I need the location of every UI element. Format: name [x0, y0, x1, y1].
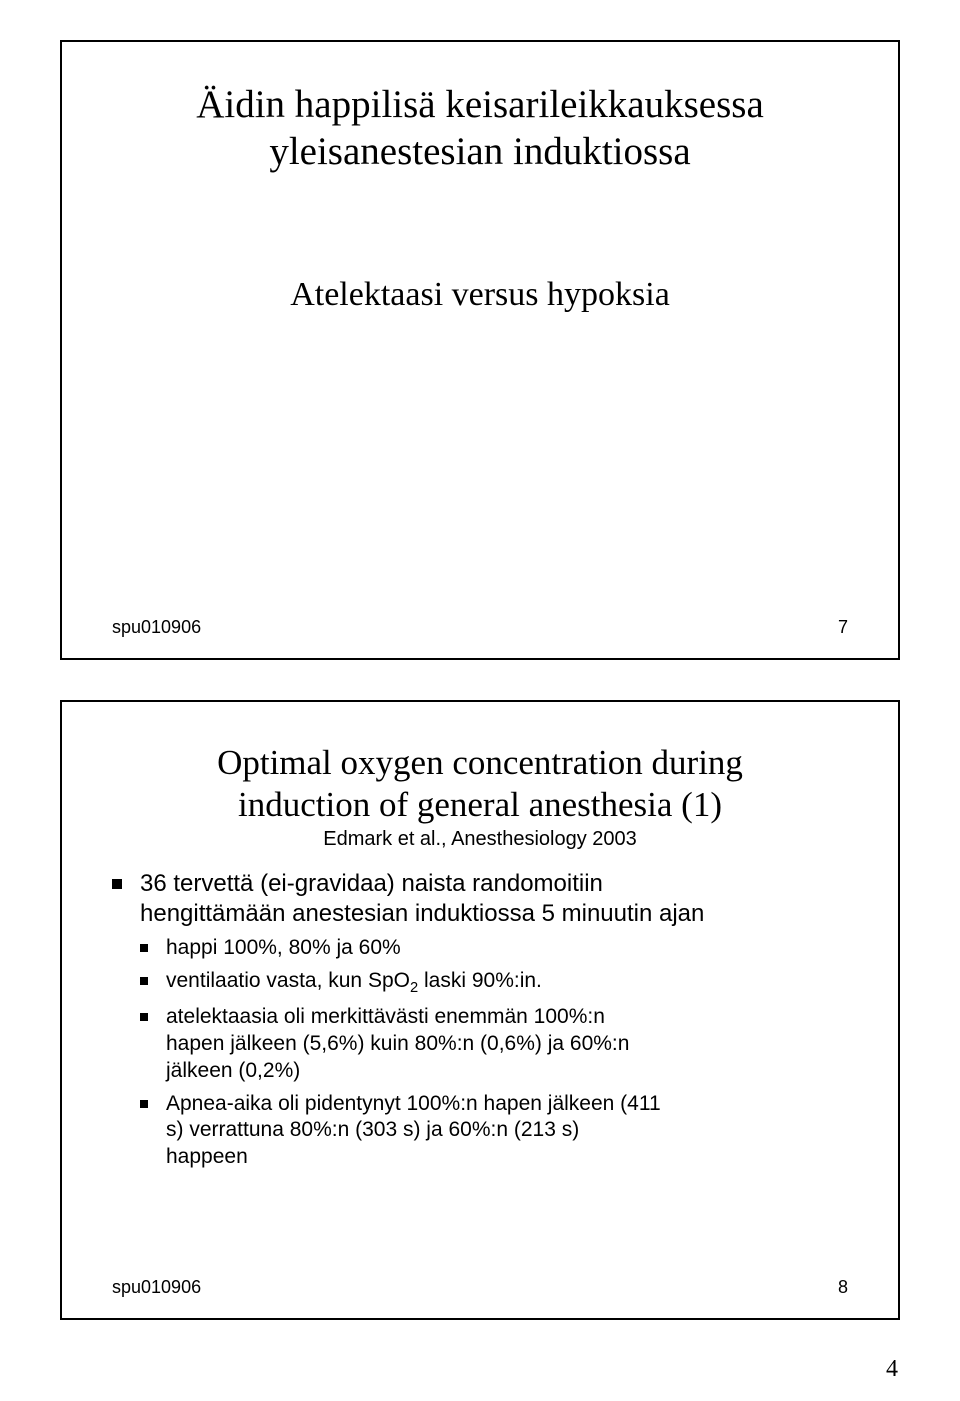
slide1-title: Äidin happilisä keisarileikkauksessa yle…	[112, 82, 848, 176]
slide-1: Äidin happilisä keisarileikkauksessa yle…	[60, 40, 900, 660]
subbullet-4c: happeen	[166, 1145, 248, 1168]
subbullet-3: atelektaasia oli merkittävästi enemmän 1…	[140, 1004, 848, 1085]
subbullet-2: ventilaatio vasta, kun SpO2 laski 90%:in…	[140, 968, 848, 998]
subbullet-4a: Apnea-aika oli pidentynyt 100%:n hapen j…	[166, 1092, 661, 1115]
subbullet-4: Apnea-aika oli pidentynyt 100%:n hapen j…	[140, 1091, 848, 1172]
subbullet-4b: s) verrattuna 80%:n (303 s) ja 60%:n (21…	[166, 1118, 579, 1141]
slide2-title-line2: induction of general anesthesia (1)	[238, 785, 722, 824]
bullet-1-line1: 36 tervettä (ei-gravidaa) naista randomo…	[140, 870, 603, 897]
slide1-footer-right: 7	[838, 617, 848, 638]
slide1-title-line1: Äidin happilisä keisarileikkauksessa	[196, 83, 764, 126]
page-number: 4	[886, 1356, 898, 1383]
slide2-footer-right: 8	[838, 1277, 848, 1298]
subbullet-3a: atelektaasia oli merkittävästi enemmän 1…	[166, 1005, 605, 1028]
slide1-title-line2: yleisanestesian induktiossa	[269, 130, 690, 173]
slide-2: Optimal oxygen concentration during indu…	[60, 700, 900, 1320]
subscript-2: 2	[410, 980, 418, 996]
slide2-footer: spu010906 8	[112, 1277, 848, 1298]
slide2-footer-left: spu010906	[112, 1277, 201, 1298]
slide1-footer-left: spu010906	[112, 617, 201, 638]
subbullets: happi 100%, 80% ja 60% ventilaatio vasta…	[140, 935, 848, 1171]
slide2-title-line1: Optimal oxygen concentration during	[217, 743, 743, 782]
slide1-subtitle: Atelektaasi versus hypoksia	[112, 276, 848, 314]
bullet-1: 36 tervettä (ei-gravidaa) naista randomo…	[112, 869, 848, 1171]
subbullet-3c: jälkeen (0,2%)	[166, 1059, 300, 1082]
subbullet-3b: hapen jälkeen (5,6%) kuin 80%:n (0,6%) j…	[166, 1032, 629, 1055]
slide2-bullets: 36 tervettä (ei-gravidaa) naista randomo…	[112, 869, 848, 1179]
bullet-1-line2: hengittämään anestesian induktiossa 5 mi…	[140, 900, 704, 927]
slide1-footer: spu010906 7	[112, 617, 848, 638]
subbullet-2b: laski 90%:in.	[418, 969, 542, 992]
subbullet-2a: ventilaatio vasta, kun SpO	[166, 969, 410, 992]
subbullet-1: happi 100%, 80% ja 60%	[140, 935, 848, 962]
slide2-citation: Edmark et al., Anesthesiology 2003	[112, 828, 848, 851]
slide2-title: Optimal oxygen concentration during indu…	[112, 742, 848, 826]
